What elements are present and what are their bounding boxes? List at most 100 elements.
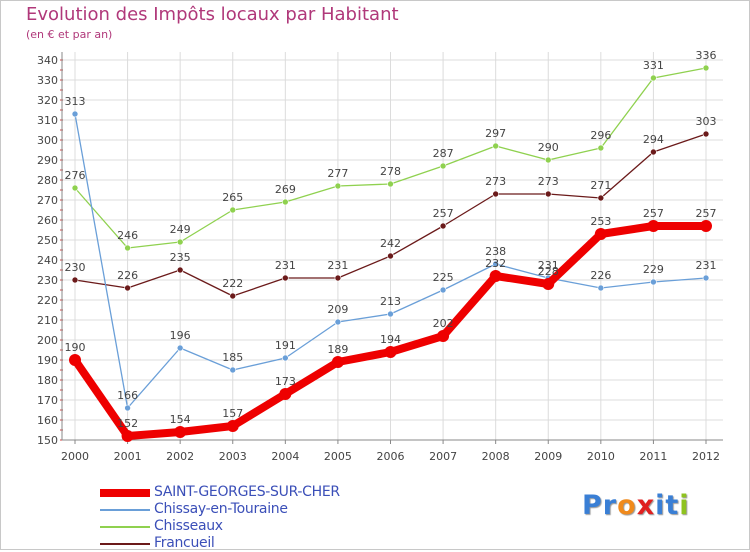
data-label: 225 <box>433 271 454 284</box>
data-label: 194 <box>380 333 401 346</box>
logo-letter: i <box>679 490 690 521</box>
y-tick-label: 250 <box>37 234 58 247</box>
data-point <box>229 292 237 300</box>
data-label: 191 <box>275 339 296 352</box>
data-point <box>650 74 657 82</box>
data-point <box>544 190 552 198</box>
data-label: 257 <box>696 207 717 220</box>
data-label: 173 <box>275 375 296 388</box>
y-tick-label: 240 <box>37 254 58 267</box>
y-tick-label: 230 <box>37 274 58 287</box>
data-point <box>229 366 237 374</box>
data-label: 154 <box>170 413 191 426</box>
data-label: 269 <box>275 183 296 196</box>
data-point <box>124 404 131 412</box>
x-tick-label: 2004 <box>271 450 299 463</box>
data-label: 257 <box>643 207 664 220</box>
data-point <box>597 194 605 202</box>
x-tick-label: 2006 <box>377 450 405 463</box>
line-chart: 150 160 170 180 190 200 210 220 230 240 250 260 270 2… <box>37 49 723 463</box>
legend-label: Chissay-en-Touraine <box>154 501 288 517</box>
legend-label: SAINT-GEORGES-SUR-CHER <box>154 484 340 500</box>
data-label: 265 <box>222 191 243 204</box>
data-point <box>334 274 342 282</box>
data-point <box>226 420 239 432</box>
x-tick-label: 2008 <box>482 450 510 463</box>
data-point <box>282 198 289 206</box>
data-label: 231 <box>538 259 559 272</box>
y-tick-label: 200 <box>37 334 58 347</box>
data-point <box>176 344 184 352</box>
data-point <box>492 142 499 150</box>
data-point <box>334 182 342 190</box>
y-tick-label: 210 <box>37 314 58 327</box>
data-label: 222 <box>222 277 243 290</box>
data-point <box>650 148 657 156</box>
data-point <box>492 190 499 198</box>
data-point <box>594 228 607 240</box>
y-tick-label: 320 <box>37 94 58 107</box>
data-label: 228 <box>538 265 559 278</box>
data-label: 271 <box>590 179 611 192</box>
data-point <box>124 244 131 252</box>
data-label: 166 <box>117 389 138 402</box>
x-tick-label: 2002 <box>166 450 194 463</box>
data-point <box>702 274 710 282</box>
data-label: 253 <box>590 215 611 228</box>
data-label: 152 <box>117 417 138 430</box>
chart-subtitle: (en € et par an) <box>26 28 113 41</box>
data-point <box>384 346 397 358</box>
data-point <box>439 286 447 294</box>
legend-swatch <box>100 509 150 511</box>
data-label: 185 <box>222 351 243 364</box>
data-point <box>121 430 134 442</box>
data-label: 226 <box>117 269 138 282</box>
y-tick-label: 310 <box>37 114 58 127</box>
data-label: 232 <box>485 257 506 270</box>
data-label: 246 <box>117 229 138 242</box>
x-tick-label: 2010 <box>587 450 615 463</box>
x-tick-label: 2012 <box>692 450 720 463</box>
logo-letter: o <box>617 490 637 521</box>
y-tick-label: 340 <box>37 54 58 67</box>
data-label: 313 <box>65 95 86 108</box>
data-point <box>279 388 292 400</box>
data-point <box>282 274 289 282</box>
data-point <box>124 284 131 292</box>
y-tick-label: 260 <box>37 214 58 227</box>
plot-area <box>62 52 723 440</box>
logo-letter: i <box>655 490 666 521</box>
data-label: 277 <box>327 167 348 180</box>
data-label: 235 <box>170 251 191 264</box>
y-tick-label: 300 <box>37 134 58 147</box>
data-label: 287 <box>433 147 454 160</box>
data-point <box>387 180 394 188</box>
data-point <box>650 278 657 286</box>
data-label: 157 <box>222 407 243 420</box>
legend-label: Francueil <box>154 535 215 551</box>
x-tick-label: 2011 <box>639 450 667 463</box>
data-label: 273 <box>485 175 506 188</box>
data-label: 276 <box>65 169 86 182</box>
data-point <box>647 220 660 232</box>
data-point <box>542 278 555 290</box>
data-point <box>71 110 79 118</box>
legend-label: Chisseaux <box>154 518 223 534</box>
data-point <box>69 354 81 366</box>
x-tick-label: 2000 <box>61 450 89 463</box>
y-tick-label: 150 <box>37 434 58 447</box>
data-label: 196 <box>170 329 191 342</box>
legend-swatch <box>100 489 150 497</box>
data-point <box>174 426 187 438</box>
data-point <box>489 270 502 282</box>
data-point <box>544 156 552 164</box>
data-point <box>597 144 605 152</box>
data-label: 242 <box>380 237 401 250</box>
data-point <box>700 220 712 232</box>
data-point <box>176 238 184 246</box>
data-point <box>334 318 342 326</box>
data-point <box>282 354 289 362</box>
y-tick-label: 190 <box>37 354 58 367</box>
data-point <box>71 276 79 284</box>
data-label: 297 <box>485 127 506 140</box>
